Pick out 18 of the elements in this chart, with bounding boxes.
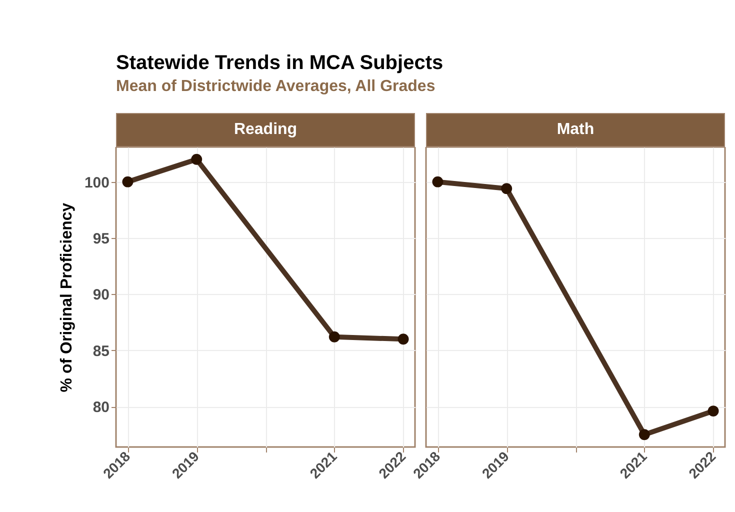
y-tick-label: 90 (92, 286, 110, 304)
y-tick-label: 100 (84, 174, 110, 192)
point (708, 406, 719, 417)
point (398, 334, 409, 345)
y-tick-label: 80 (92, 399, 110, 416)
point (328, 331, 340, 342)
text: Mean of Districtwide Averages, All Grades (116, 77, 436, 97)
y-axis-title: % of Original Proficiency (58, 202, 76, 392)
point (501, 183, 512, 194)
point (432, 176, 444, 188)
text: Statewide Trends in MCA Subjects (116, 51, 444, 76)
point (122, 176, 134, 188)
chart-title: Math (426, 113, 725, 147)
chart-title: Reading (116, 113, 415, 147)
y-tick-label: 95 (92, 230, 110, 248)
point (191, 154, 202, 165)
y-tick-label: 85 (92, 342, 110, 360)
point (638, 429, 650, 440)
